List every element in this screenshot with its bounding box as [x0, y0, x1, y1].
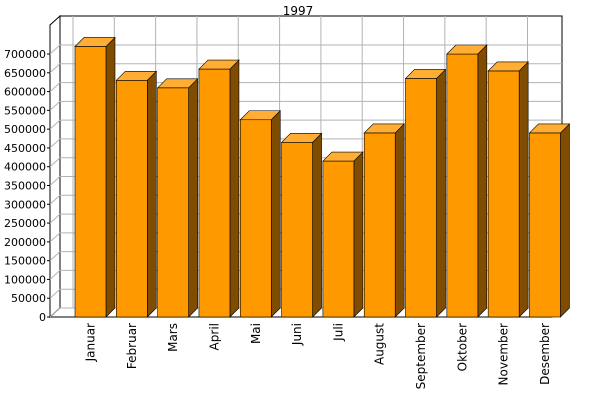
- gridline-side: [49, 213, 61, 224]
- y-tick-label: 650000: [4, 67, 46, 80]
- y-tick-label: 400000: [4, 161, 46, 174]
- y-tick-label: 500000: [4, 123, 46, 136]
- bar-top: [363, 123, 405, 134]
- y-tick-label: 600000: [4, 86, 46, 99]
- bar-top: [74, 37, 116, 47]
- bars-layer: [74, 36, 571, 318]
- y-tick-label: 0: [39, 311, 46, 324]
- bar-front: [157, 87, 189, 318]
- bar-front: [116, 80, 148, 318]
- bar-front: [487, 70, 520, 318]
- bar-front: [198, 68, 231, 318]
- y-tick-label: 300000: [4, 198, 46, 211]
- y-tick-label: 450000: [4, 142, 46, 155]
- gridline-side: [49, 307, 61, 318]
- bar: [446, 44, 488, 318]
- bar: [363, 123, 405, 318]
- x-category-label: Mai: [249, 323, 263, 344]
- bar-top: [280, 132, 323, 143]
- bar-side: [353, 151, 364, 318]
- gridline-side: [49, 251, 61, 262]
- bar-side: [394, 123, 405, 318]
- x-category-label: April: [207, 323, 221, 350]
- bar-front: [529, 132, 561, 318]
- y-tick-label: 50000: [11, 292, 46, 305]
- bar-side: [518, 61, 529, 318]
- gridline-side: [49, 119, 61, 130]
- x-category-label: Februar: [125, 323, 139, 369]
- x-category-label: Oktober: [455, 323, 469, 371]
- gridline-side: [49, 232, 61, 243]
- bar: [239, 110, 281, 318]
- bar-side: [312, 132, 322, 318]
- y-tick-label: 550000: [4, 104, 46, 117]
- bar-top: [446, 44, 488, 55]
- x-category-label: November: [497, 323, 511, 385]
- x-category-label: August: [373, 323, 387, 365]
- gridline-side: [49, 194, 61, 205]
- chart-title: 1997: [283, 4, 314, 18]
- bar-side: [229, 59, 240, 318]
- bar: [74, 36, 116, 318]
- bar-front: [74, 46, 107, 318]
- y-axis-ticks: 0 50000 100000 150000 200000 250000 300000 3500…: [4, 48, 50, 324]
- bar: [156, 78, 199, 318]
- bar-side: [560, 123, 570, 318]
- y-tick-label: 200000: [4, 236, 46, 249]
- x-category-label: September: [414, 323, 428, 389]
- bar-top: [198, 59, 240, 70]
- x-category-label: Juli: [331, 323, 345, 342]
- gridline-side: [49, 138, 61, 149]
- x-category-label: Mars: [166, 323, 180, 352]
- bar: [322, 151, 364, 318]
- x-category-label: Januar: [83, 323, 97, 362]
- bar: [198, 59, 240, 318]
- gridline-side: [49, 44, 61, 55]
- bar-front: [405, 78, 437, 318]
- bar-side: [436, 68, 446, 318]
- gridline-side: [49, 176, 61, 186]
- bar: [404, 68, 447, 318]
- y-tick-label: 150000: [4, 255, 46, 268]
- bar-front: [446, 53, 479, 318]
- bar-front: [363, 132, 396, 318]
- bar-front: [239, 119, 272, 318]
- bar-top: [239, 110, 281, 121]
- bar-side: [147, 70, 157, 318]
- bar: [528, 123, 571, 318]
- bar-front: [281, 141, 313, 318]
- x-category-label: Juni: [290, 323, 304, 346]
- gridline-side: [49, 82, 61, 92]
- bar-side: [188, 78, 198, 318]
- bar-front: [322, 160, 355, 318]
- gridline-side: [49, 157, 61, 168]
- x-axis-labels: Januar Februar Mars April Mai Juni Juli August S…: [83, 323, 551, 390]
- y-tick-label: 350000: [4, 180, 46, 193]
- gridline-side: [49, 288, 61, 299]
- y-tick-label: 250000: [4, 217, 46, 230]
- bar-top: [404, 69, 447, 79]
- y-tick-label: 100000: [4, 273, 46, 286]
- x-category-label: Desember: [538, 323, 552, 385]
- bar-top: [528, 123, 571, 134]
- gridline-side: [49, 63, 61, 74]
- y-tick-label: 700000: [4, 48, 46, 61]
- bar: [487, 61, 529, 318]
- bar-top: [322, 151, 364, 162]
- bar: [280, 132, 323, 318]
- bar-top: [487, 61, 529, 72]
- gridline-side: [49, 100, 61, 111]
- bar-side: [270, 110, 281, 318]
- bar-top: [156, 78, 199, 89]
- bar-top: [115, 71, 158, 81]
- bar-side: [477, 44, 488, 318]
- gridline-side: [49, 270, 61, 280]
- bar: [115, 70, 158, 318]
- bar-side: [105, 36, 116, 318]
